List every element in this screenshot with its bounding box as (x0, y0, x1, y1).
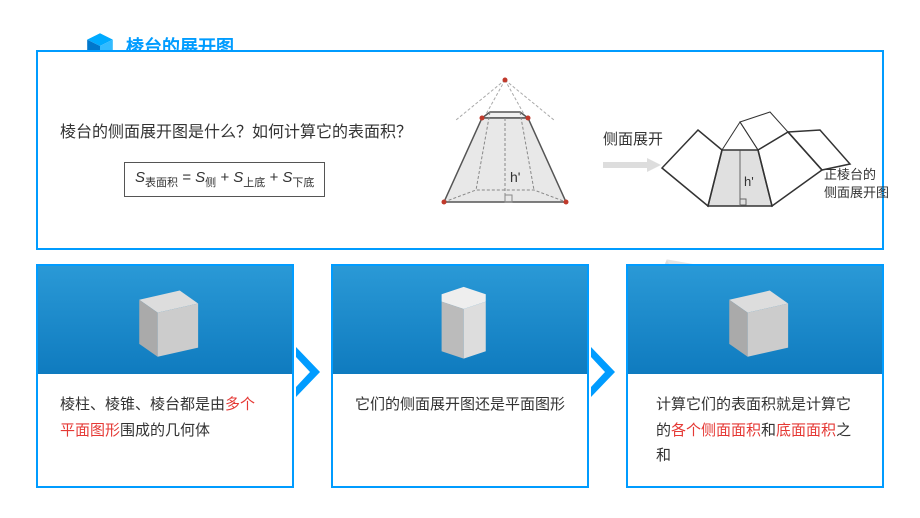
card-3-figure (628, 266, 882, 374)
svg-text:h': h' (744, 174, 754, 189)
card-1: 棱柱、棱锥、棱台都是由多个平面图形围成的几何体 (36, 264, 294, 488)
unfold-caption: 正棱台的 侧面展开图 (824, 166, 889, 202)
card-2-figure (333, 266, 587, 374)
card-2-text: 它们的侧面展开图还是平面图形 (333, 374, 587, 418)
frustum-diagram: h' (430, 72, 580, 222)
cube-shape-icon (119, 274, 211, 366)
chevron-right-icon (296, 347, 326, 397)
card-3: 计算它们的表面积就是计算它的各个侧面面积和底面面积之和 (626, 264, 884, 488)
card-2: 它们的侧面展开图还是平面图形 (331, 264, 589, 488)
cube-shape-icon (709, 274, 801, 366)
svg-text:h': h' (510, 169, 520, 185)
card-1-text: 棱柱、棱锥、棱台都是由多个平面图形围成的几何体 (38, 374, 292, 443)
surface-area-formula: S表面积 = S侧 + S上底 + S下底 (124, 162, 325, 197)
card-1-figure (38, 266, 292, 374)
card-3-text: 计算它们的表面积就是计算它的各个侧面面积和底面面积之和 (628, 374, 882, 469)
chevron-right-icon (591, 347, 621, 397)
prism-shape-icon (414, 274, 506, 366)
question-text: 棱台的侧面展开图是什么？如何计算它的表面积？ (60, 118, 412, 142)
